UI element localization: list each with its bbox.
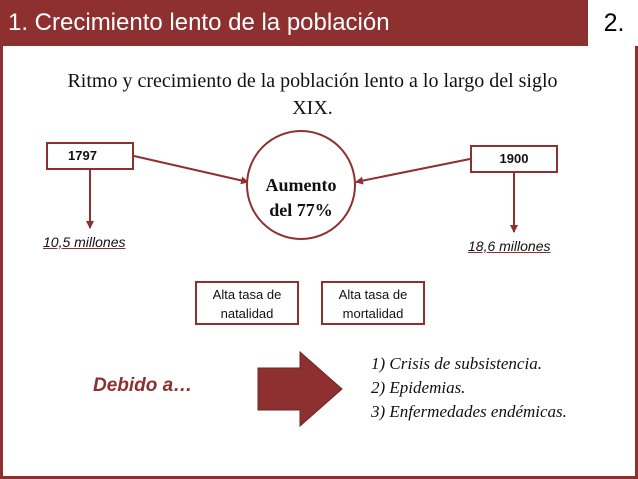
- natalidad-box: Alta tasa de natalidad: [195, 281, 299, 325]
- arrow-1797-to-circle: [133, 155, 249, 185]
- slide-title: 1. Crecimiento lento de la población: [0, 0, 588, 46]
- cause-item: 3) Enfermedades endémicas.: [371, 402, 567, 421]
- year-box-1797: 1797: [46, 142, 134, 170]
- increase-text: Aumento del 77%: [246, 173, 356, 223]
- value-1797: 10,5 millones: [43, 234, 126, 250]
- increase-line2: del 77%: [269, 200, 333, 220]
- mortalidad-box: Alta tasa de mortalidad: [321, 281, 425, 325]
- mortalidad-line2: mortalidad: [342, 306, 404, 321]
- natalidad-line1: Alta tasa de: [212, 287, 282, 302]
- cause-item: 1) Crisis de subsistencia.: [371, 354, 542, 373]
- arrow-1900-to-circle: [355, 158, 471, 185]
- value-1900: 18,6 millones: [468, 238, 551, 254]
- year-box-1900: 1900: [470, 145, 558, 173]
- cause-item: 2) Epidemias.: [371, 378, 466, 397]
- debido-label: Debido a…: [93, 375, 193, 396]
- increase-circle: [246, 130, 356, 240]
- slide-number: 2.: [590, 0, 638, 46]
- big-arrow-shape: [257, 350, 343, 428]
- increase-line1: Aumento: [265, 175, 337, 195]
- causes-list: 1) Crisis de subsistencia. 2) Epidemias.…: [371, 352, 567, 424]
- mortalidad-line1: Alta tasa de: [338, 287, 408, 302]
- subtitle: Ritmo y crecimiento de la población lent…: [67, 70, 558, 119]
- natalidad-line2: natalidad: [220, 306, 274, 321]
